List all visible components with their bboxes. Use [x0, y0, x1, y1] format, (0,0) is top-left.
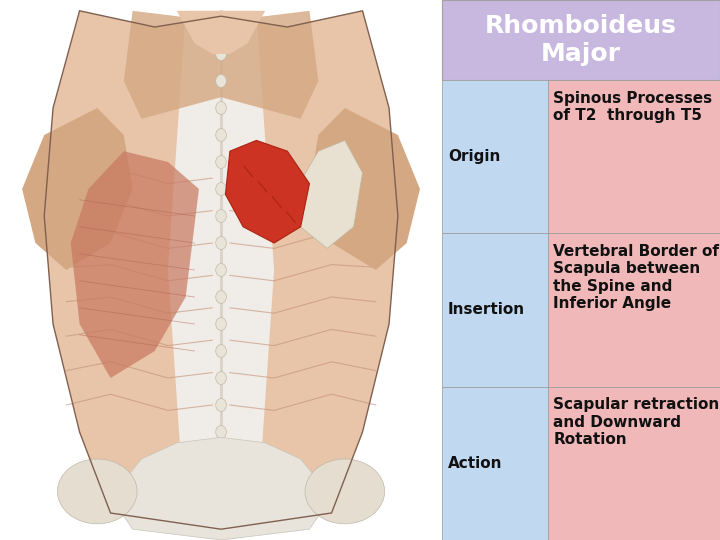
Circle shape — [216, 48, 226, 60]
Circle shape — [216, 426, 226, 438]
Circle shape — [216, 345, 226, 357]
Circle shape — [216, 102, 226, 114]
Circle shape — [216, 75, 226, 87]
Circle shape — [216, 372, 226, 384]
Circle shape — [216, 480, 226, 492]
Circle shape — [216, 291, 226, 303]
Polygon shape — [124, 11, 318, 119]
Circle shape — [216, 264, 226, 276]
Circle shape — [216, 210, 226, 222]
Polygon shape — [177, 11, 265, 54]
Polygon shape — [22, 108, 132, 270]
Circle shape — [216, 507, 226, 519]
Polygon shape — [44, 11, 398, 529]
Ellipse shape — [305, 459, 384, 524]
Circle shape — [216, 453, 226, 465]
Polygon shape — [168, 11, 274, 529]
Polygon shape — [296, 140, 362, 248]
Text: Origin: Origin — [448, 149, 500, 164]
Ellipse shape — [58, 459, 137, 524]
Text: Scapular retraction
and Downward
Rotation: Scapular retraction and Downward Rotatio… — [554, 397, 720, 447]
Circle shape — [216, 129, 226, 141]
Circle shape — [216, 237, 226, 249]
Polygon shape — [71, 151, 199, 378]
Text: Spinous Processes
of T2  through T5: Spinous Processes of T2 through T5 — [554, 91, 713, 123]
Polygon shape — [310, 108, 420, 270]
Text: Insertion: Insertion — [448, 302, 525, 318]
Polygon shape — [111, 437, 331, 540]
Circle shape — [216, 318, 226, 330]
Circle shape — [216, 183, 226, 195]
Circle shape — [216, 399, 226, 411]
Circle shape — [216, 156, 226, 168]
Text: Rhomboideus
Major: Rhomboideus Major — [485, 14, 677, 66]
Polygon shape — [225, 140, 310, 243]
Text: Action: Action — [448, 456, 503, 471]
Text: Vertebral Border of
Scapula between
the Spine and
Inferior Angle: Vertebral Border of Scapula between the … — [554, 244, 719, 311]
